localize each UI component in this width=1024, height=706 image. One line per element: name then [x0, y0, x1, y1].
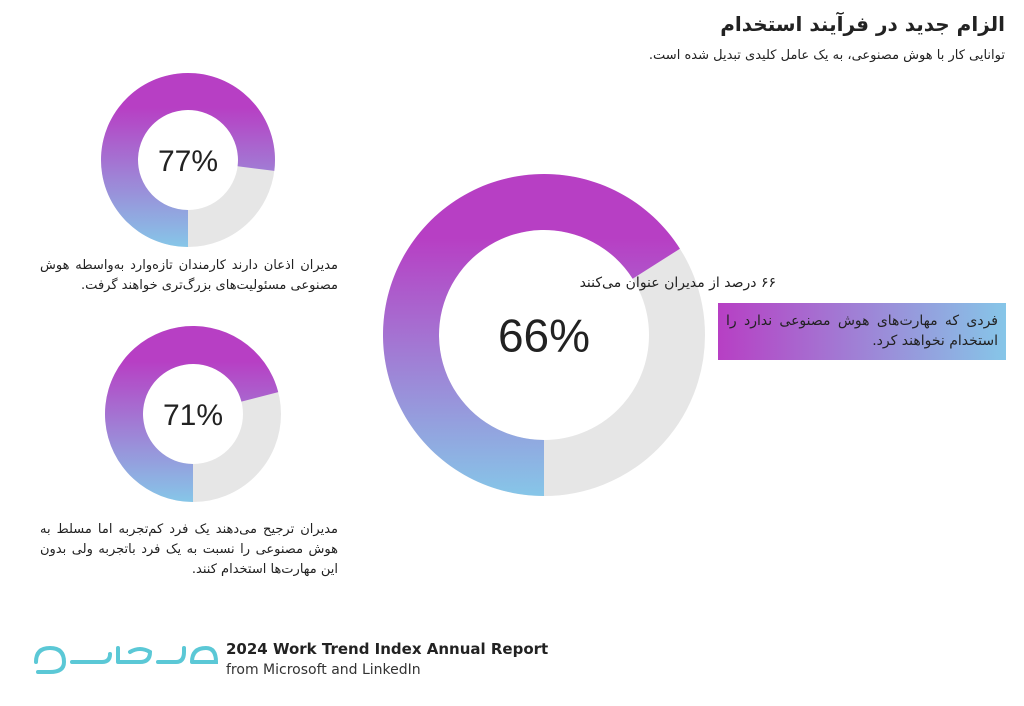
title: الزام جدید در فرآیند استخدام	[720, 12, 1005, 36]
donut-segment	[383, 173, 680, 496]
caption: مدیران ترجیح می‌دهند یک فرد کم‌تجربه اما…	[40, 522, 338, 577]
value-label: 66%	[498, 310, 590, 362]
value-label: 71%	[163, 399, 223, 432]
heading: ۶۶ درصد از مدیران عنوان می‌کنند	[579, 275, 776, 291]
caption: مدیران اذعان دارند کارمندان تازه‌وارد به…	[40, 258, 338, 293]
caption: فردی که مهارت‌های هوش مصنوعی ندارد را اس…	[726, 313, 998, 349]
donut-segment	[100, 72, 275, 247]
footer-subtitle: from Microsoft and LinkedIn	[226, 662, 421, 678]
caption-box	[718, 303, 1006, 360]
logo	[34, 645, 219, 674]
footer-title: 2024 Work Trend Index Annual Report	[226, 640, 548, 658]
donut-segment	[105, 326, 279, 502]
value-label: 77%	[158, 145, 218, 178]
subtitle: توانایی کار با هوش مصنوعی، به یک عامل کل…	[648, 48, 1005, 63]
